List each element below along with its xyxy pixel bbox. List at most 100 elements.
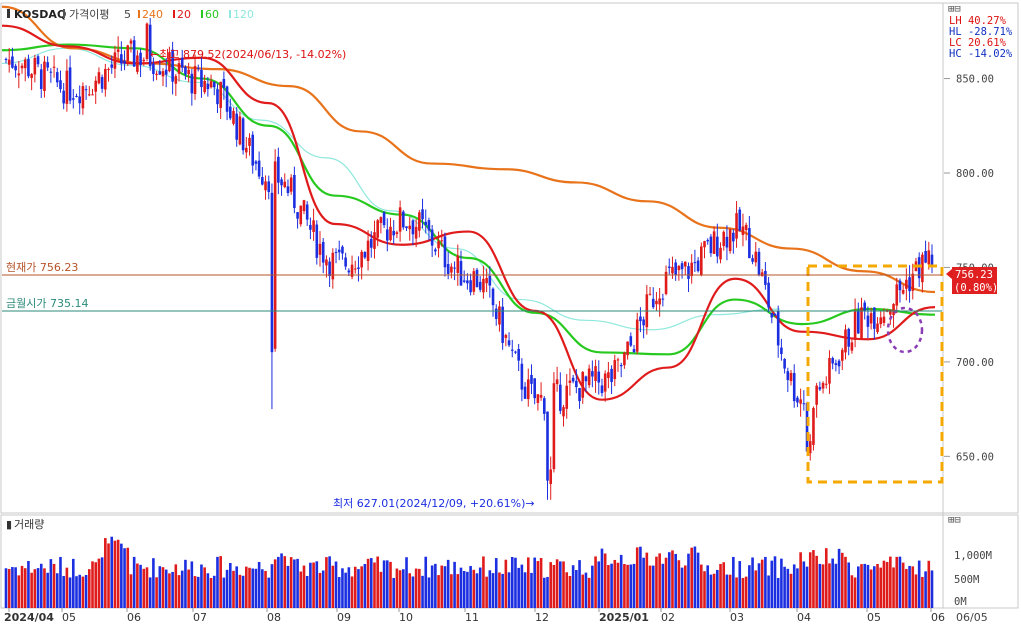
candle-body	[280, 179, 283, 186]
volume-bar	[818, 563, 822, 608]
volume-bar	[11, 567, 14, 608]
x-tick-label: 09	[337, 611, 351, 624]
volume-bar	[145, 567, 149, 608]
volume-bar	[88, 569, 91, 608]
volume-bar	[507, 572, 511, 608]
candle-body	[187, 69, 190, 75]
candle-body	[206, 83, 210, 90]
volume-bar	[616, 562, 620, 608]
x-tick-label: 2025/01	[599, 611, 649, 624]
volume-bar	[581, 574, 585, 608]
candle-body	[337, 249, 341, 253]
volume-bar	[4, 568, 8, 608]
volume-bar	[671, 550, 674, 608]
candle-body	[744, 224, 748, 231]
candle-body	[392, 230, 396, 236]
candle-body	[754, 251, 758, 263]
candle-body	[251, 134, 255, 166]
candle-body	[485, 277, 488, 284]
candle-body	[261, 177, 264, 185]
volume-bar	[206, 573, 210, 608]
volume-bar	[869, 569, 873, 608]
candle-body	[120, 54, 123, 64]
volume-bar	[46, 572, 49, 608]
volume-bar	[434, 563, 437, 608]
candle-body	[651, 298, 655, 308]
candle-body	[680, 263, 684, 270]
volume-bar	[23, 568, 27, 608]
volume-bar	[462, 571, 466, 608]
candle-body	[773, 313, 777, 316]
volume-bar	[571, 565, 575, 608]
candle-body	[68, 67, 72, 101]
candle-body	[549, 469, 553, 484]
highlight-box	[806, 264, 944, 484]
volume-bar	[478, 567, 482, 608]
volume-bar	[658, 553, 661, 608]
candle-body	[7, 59, 11, 65]
candle-body	[748, 228, 751, 259]
volume-bar	[350, 576, 354, 608]
volume-bar	[889, 556, 892, 608]
candle-body	[667, 266, 671, 268]
candle-body	[411, 220, 415, 235]
x-tick-label: 07	[193, 611, 207, 624]
volume-bar	[536, 561, 540, 608]
volume-bar	[49, 559, 53, 608]
candle-body	[222, 78, 226, 88]
volume-bar	[132, 556, 136, 608]
stat-hl: HL -28.71%	[949, 26, 1013, 38]
candle-body	[716, 236, 719, 257]
candle-body	[741, 226, 745, 235]
volume-bar	[815, 555, 818, 608]
candle-body	[267, 181, 271, 193]
volume-bar	[212, 575, 216, 608]
candle-body	[712, 231, 716, 254]
candle-body	[642, 319, 645, 326]
volume-bar	[100, 557, 104, 608]
volume-bar	[767, 575, 770, 608]
candle-body	[562, 407, 565, 417]
candle-body	[469, 280, 472, 293]
candle-body	[347, 270, 351, 273]
volume-bar	[667, 552, 671, 608]
ma-legend-label: 120	[233, 8, 254, 21]
volume-bar	[55, 573, 59, 608]
candle-body	[863, 302, 867, 312]
volume-bar	[238, 574, 242, 608]
candle-body	[767, 282, 770, 308]
candle-body	[382, 212, 386, 226]
volume-bar	[216, 556, 219, 608]
volume-bar	[466, 571, 469, 608]
volume-bar	[824, 548, 828, 608]
candle-body	[927, 250, 931, 265]
volume-bar	[392, 577, 396, 608]
candle-body	[174, 76, 178, 84]
x-tick-label: 02	[661, 611, 675, 624]
candle-body	[869, 313, 873, 324]
candle-body	[530, 374, 533, 384]
volume-bar	[270, 564, 274, 608]
volume-bar	[520, 564, 524, 608]
x-tick-label: 06	[931, 611, 945, 624]
volume-bar	[632, 563, 636, 608]
volume-bar	[123, 548, 126, 608]
volume-bar	[607, 565, 610, 608]
candle-body	[418, 212, 421, 231]
volume-bar	[104, 538, 107, 608]
volume-bar	[228, 563, 232, 608]
candle-body	[648, 293, 652, 295]
volume-bar	[120, 543, 123, 608]
volume-bar	[78, 574, 81, 608]
volume-bar	[696, 552, 700, 608]
candle-body	[331, 252, 335, 280]
volume-bar	[555, 559, 559, 608]
candle-body	[722, 231, 726, 247]
candle-body	[373, 232, 376, 249]
volume-bar	[591, 565, 594, 608]
candle-body	[437, 241, 440, 249]
volume-bar	[744, 576, 748, 608]
panel-icons[interactable]: ⊞⊟	[948, 3, 961, 15]
candle-body	[277, 156, 280, 183]
volume-bar	[655, 556, 658, 608]
